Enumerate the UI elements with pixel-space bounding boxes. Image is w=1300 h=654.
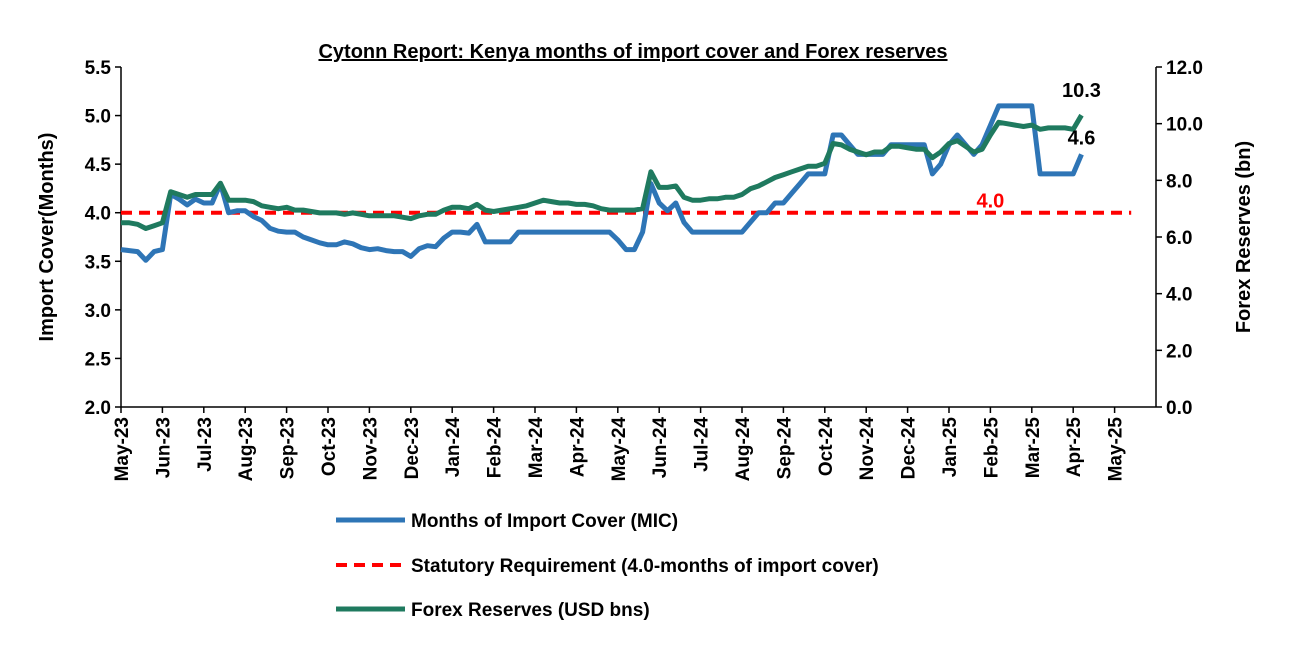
y-left-tick-label: 4.0 xyxy=(85,204,111,225)
series-line-mic xyxy=(120,103,1084,263)
y-left-axis-title: Import Cover(Months) xyxy=(36,133,58,342)
left-axis: 2.0 2.5 3.0 3.5 4.0 4.5 5.0 5.5 xyxy=(85,58,122,419)
x-tick-label: Jan-24 xyxy=(443,417,464,478)
y-right-tick-label: 10.0 xyxy=(1166,115,1203,136)
x-tick-label: Aug-24 xyxy=(733,417,754,482)
x-tick-label: Feb-24 xyxy=(485,417,506,479)
x-tick-label: Oct-23 xyxy=(319,417,340,476)
y-left-tick-label: 3.0 xyxy=(85,301,111,322)
x-tick-label: Sep-24 xyxy=(774,417,795,480)
x-tick-label: Jun-23 xyxy=(153,417,174,478)
right-axis: 0.0 2.0 4.0 6.0 8.0 10.0 12.0 xyxy=(1155,58,1203,419)
legend-item-forex[interactable]: Forex Reserves (USD bns) xyxy=(336,600,650,621)
y-right-tick-label: 2.0 xyxy=(1166,341,1192,362)
y-right-tick-label: 0.0 xyxy=(1166,398,1192,419)
x-tick-label: Nov-24 xyxy=(857,417,878,481)
legend-label-statutory: Statutory Requirement (4.0-months of imp… xyxy=(411,556,879,577)
x-tick-label: Aug-23 xyxy=(236,417,257,481)
legend-label-mic: Months of Import Cover (MIC) xyxy=(411,511,678,532)
y-left-tick-label: 5.5 xyxy=(85,58,112,79)
legend-item-statutory[interactable]: Statutory Requirement (4.0-months of imp… xyxy=(336,556,879,577)
y-right-tick-label: 6.0 xyxy=(1166,228,1192,249)
x-axis: May-23 Jun-23 Jul-23 Aug-23 Sep-23 Oct-23 Nov-… xyxy=(112,406,1156,482)
y-right-tick-label: 12.0 xyxy=(1166,58,1203,79)
data-label-statutory: 4.0 xyxy=(976,191,1004,213)
x-tick-label: Jul-24 xyxy=(692,417,713,472)
x-tick-label: May-23 xyxy=(112,417,133,481)
x-tick-label: Nov-23 xyxy=(360,417,381,480)
x-tick-label: Jun-24 xyxy=(650,417,671,479)
y-left-tick-label: 4.5 xyxy=(85,155,112,176)
data-label-mic-last: 4.6 xyxy=(1068,127,1096,149)
x-tick-label: Dec-23 xyxy=(402,417,423,479)
x-tick-label: May-24 xyxy=(609,417,630,482)
legend: Months of Import Cover (MIC) Statutory R… xyxy=(336,511,879,621)
y-right-tick-label: 4.0 xyxy=(1166,285,1192,306)
x-tick-label: Jan-25 xyxy=(940,417,961,478)
x-tick-label: Feb-25 xyxy=(981,417,1002,479)
y-right-tick-label: 8.0 xyxy=(1166,171,1192,192)
y-left-tick-label: 2.5 xyxy=(85,349,112,370)
x-tick-label: Dec-24 xyxy=(899,417,920,480)
legend-item-mic[interactable]: Months of Import Cover (MIC) xyxy=(336,511,678,532)
x-tick-label: Apr-25 xyxy=(1064,417,1085,478)
x-tick-label: Mar-24 xyxy=(526,417,547,479)
x-tick-label: Sep-23 xyxy=(278,417,299,479)
y-left-tick-label: 5.0 xyxy=(85,107,111,128)
y-left-tick-label: 3.5 xyxy=(85,252,112,273)
legend-label-forex: Forex Reserves (USD bns) xyxy=(411,600,650,621)
x-tick-label: Apr-24 xyxy=(567,417,588,478)
chart-title: Cytonn Report: Kenya months of import co… xyxy=(318,41,947,63)
x-tick-label: Oct-24 xyxy=(816,417,837,477)
x-tick-label: Jul-23 xyxy=(195,417,216,472)
x-tick-label: Mar-25 xyxy=(1023,417,1044,479)
x-tick-label: May-25 xyxy=(1106,417,1127,482)
data-label-forex-last: 10.3 xyxy=(1062,80,1101,102)
annotation-layer: 10.3 4.6 4.0 xyxy=(976,80,1100,213)
y-left-tick-label: 2.0 xyxy=(85,398,111,419)
series-line-forex xyxy=(121,113,1084,231)
series-layer xyxy=(120,103,1132,263)
y-right-axis-title: Forex Reserves (bn) xyxy=(1233,141,1255,333)
